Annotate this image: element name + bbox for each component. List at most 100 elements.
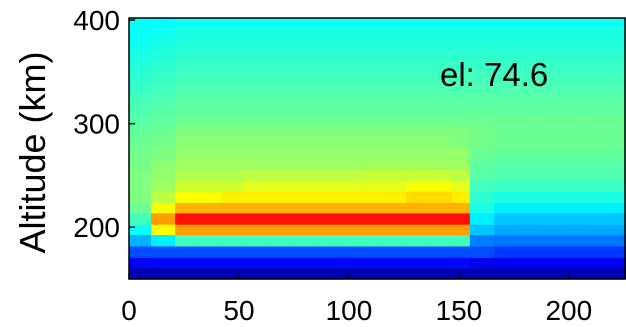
heatmap-cell bbox=[243, 103, 269, 115]
heatmap-cell bbox=[381, 125, 407, 137]
heatmap-cell bbox=[381, 224, 407, 236]
heatmap-cell bbox=[516, 202, 541, 214]
heatmap-cell bbox=[452, 103, 471, 115]
heatmap-cell bbox=[428, 92, 453, 105]
heatmap-cell bbox=[289, 103, 315, 115]
heatmap-cell bbox=[197, 114, 222, 127]
heatmap-cell bbox=[516, 158, 541, 170]
heatmap-cell bbox=[289, 70, 315, 83]
heatmap-cell bbox=[197, 18, 222, 29]
heatmap-cell bbox=[540, 234, 563, 247]
heatmap-cell bbox=[129, 136, 152, 149]
heatmap-cell bbox=[540, 267, 563, 280]
heatmap-cell bbox=[335, 82, 361, 94]
heatmap-cell bbox=[289, 136, 315, 149]
heatmap-cell bbox=[313, 125, 337, 137]
heatmap-cell bbox=[129, 234, 152, 247]
heatmap-cell bbox=[381, 245, 407, 258]
heatmap-cell bbox=[335, 49, 361, 62]
heatmap-cell bbox=[452, 158, 471, 170]
heatmap-cell bbox=[267, 60, 291, 72]
heatmap-cell bbox=[197, 257, 222, 269]
heatmap-cell bbox=[289, 147, 315, 160]
x-axis: 0 50 100 150 200 bbox=[121, 273, 592, 326]
heatmap-cell bbox=[516, 49, 541, 62]
heatmap-cell bbox=[608, 136, 626, 149]
heatmap-cell bbox=[267, 70, 291, 83]
heatmap-cell bbox=[586, 267, 610, 280]
y-axis-title: Altitude (km) bbox=[12, 51, 53, 253]
plot-frame bbox=[128, 17, 626, 280]
heatmap-cell bbox=[608, 49, 626, 62]
heatmap-cell bbox=[428, 147, 453, 160]
heatmap-cell bbox=[516, 224, 541, 236]
heatmap-cell bbox=[469, 136, 495, 149]
heatmap-cell bbox=[289, 38, 315, 50]
heatmap-cell bbox=[267, 234, 291, 247]
heatmap-cell bbox=[243, 212, 269, 225]
heatmap-cell bbox=[313, 212, 337, 225]
heatmap-cell bbox=[175, 18, 198, 29]
heatmap-cell bbox=[428, 257, 453, 269]
heatmap-cell bbox=[221, 147, 244, 160]
heatmap-cell bbox=[129, 267, 152, 280]
heatmap-cell bbox=[175, 190, 198, 203]
heatmap-cell bbox=[452, 38, 471, 50]
heatmap-cell bbox=[359, 202, 383, 214]
heatmap-cell bbox=[516, 169, 541, 182]
heatmap-cell bbox=[494, 147, 517, 160]
heatmap-cell bbox=[197, 28, 222, 40]
heatmap-cell bbox=[175, 180, 198, 192]
heatmap-cell bbox=[221, 136, 244, 149]
heatmap-cell bbox=[289, 169, 315, 182]
heatmap-cell bbox=[313, 136, 337, 149]
heatmap-cell bbox=[562, 136, 588, 149]
heatmap-cell bbox=[586, 114, 610, 127]
heatmap-cell bbox=[494, 267, 517, 280]
heatmap-cell bbox=[197, 267, 222, 280]
heatmap-cell bbox=[586, 202, 610, 214]
heatmap-cell bbox=[150, 28, 176, 40]
heatmap-cell bbox=[608, 125, 626, 137]
heatmap-cell bbox=[335, 70, 361, 83]
heatmap-cell bbox=[175, 92, 198, 105]
heatmap-cell bbox=[129, 190, 152, 203]
heatmap-cell bbox=[494, 180, 517, 192]
heatmap-cell bbox=[243, 18, 269, 29]
heatmap-cell bbox=[516, 245, 541, 258]
heatmap-cell bbox=[335, 267, 361, 280]
heatmap-cell bbox=[175, 28, 198, 40]
heatmap-cell bbox=[469, 180, 495, 192]
heatmap-cell bbox=[175, 212, 198, 225]
heatmap-cell bbox=[452, 18, 471, 29]
heatmap-cell bbox=[406, 212, 429, 225]
heatmap-cell bbox=[540, 18, 563, 29]
heatmap-cell bbox=[406, 92, 429, 105]
heatmap-cell bbox=[197, 103, 222, 115]
heatmap-cell bbox=[469, 125, 495, 137]
heatmap-cell bbox=[221, 82, 244, 94]
heatmap-cell bbox=[540, 92, 563, 105]
heatmap-cell bbox=[540, 169, 563, 182]
heatmap-cell bbox=[381, 92, 407, 105]
heatmap-cell bbox=[335, 158, 361, 170]
heatmap-cell bbox=[540, 147, 563, 160]
heatmap-cell bbox=[562, 212, 588, 225]
heatmap-cell bbox=[452, 60, 471, 72]
heatmap-cell bbox=[406, 224, 429, 236]
heatmap-cell bbox=[175, 147, 198, 160]
heatmap-cell bbox=[381, 147, 407, 160]
x-tick-label: 100 bbox=[326, 295, 373, 326]
heatmap-cell bbox=[175, 267, 198, 280]
heatmap-cell bbox=[221, 28, 244, 40]
heatmap-cell bbox=[150, 114, 176, 127]
heatmap-cell bbox=[129, 49, 152, 62]
heatmap-cell bbox=[221, 114, 244, 127]
heatmap-cell bbox=[313, 234, 337, 247]
heatmap-cell bbox=[562, 158, 588, 170]
heatmap-cell bbox=[381, 158, 407, 170]
heatmap-cell bbox=[608, 234, 626, 247]
heatmap-cell bbox=[150, 82, 176, 94]
heatmap-cell bbox=[494, 70, 517, 83]
heatmap-cell bbox=[516, 125, 541, 137]
